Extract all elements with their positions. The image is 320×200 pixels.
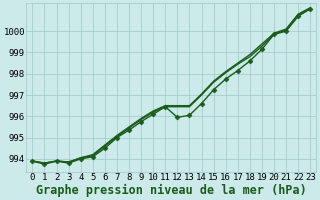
- X-axis label: Graphe pression niveau de la mer (hPa): Graphe pression niveau de la mer (hPa): [36, 183, 307, 197]
